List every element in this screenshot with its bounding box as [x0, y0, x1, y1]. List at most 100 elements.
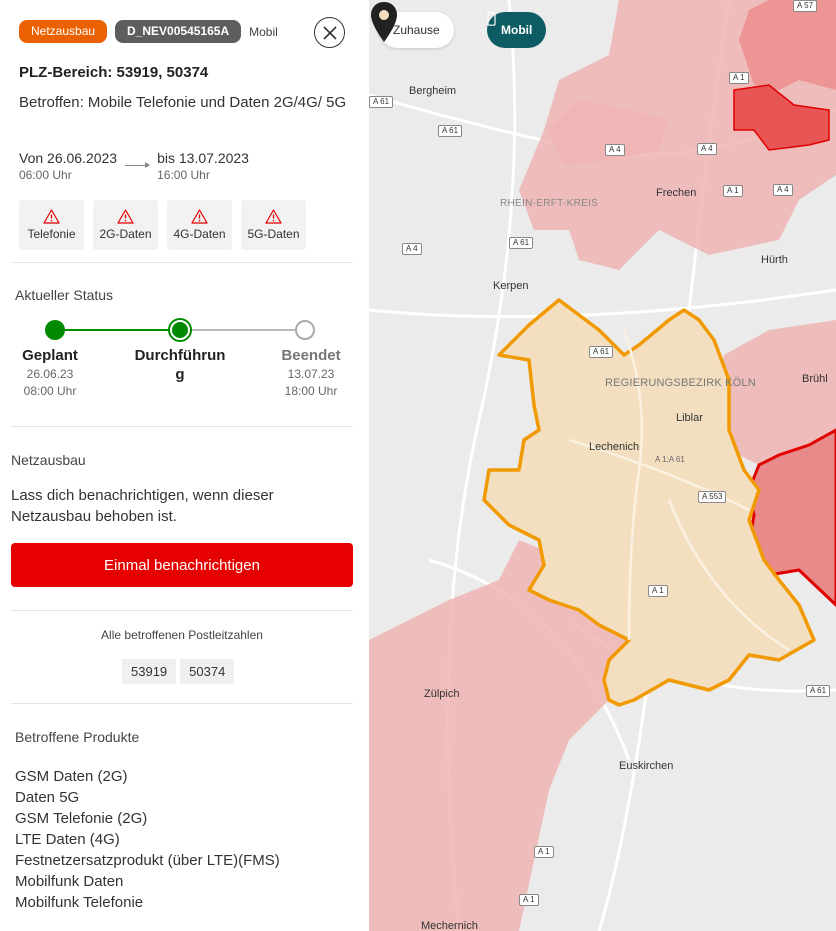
- service-tile-telefonie: Telefonie: [19, 200, 84, 250]
- divider: [11, 426, 353, 427]
- map-place-label: Brühl: [802, 373, 828, 385]
- notify-heading: Netzausbau: [11, 452, 86, 468]
- divider: [11, 610, 353, 611]
- header-row: Netzausbau D_NEV00545165A Mobil: [19, 20, 278, 43]
- toggle-home-label: Zuhause: [393, 23, 440, 37]
- warning-icon: [265, 209, 282, 224]
- map-region-label: REGIERUNGSBEZIRK KÖLN: [605, 377, 756, 389]
- step-date: 26.06.23: [26, 367, 74, 381]
- postcodes-heading: Alle betroffenen Postleitzahlen: [101, 628, 263, 642]
- road-sign: A 4: [773, 184, 793, 196]
- road-sign: A 61: [806, 685, 831, 697]
- end-date-value: bis 13.07.2023: [157, 150, 249, 166]
- notify-button[interactable]: Einmal benachrichtigen: [11, 543, 353, 587]
- map-place-label: Euskirchen: [619, 760, 674, 772]
- end-time-value: 16:00 Uhr: [157, 168, 210, 182]
- product-item: GSM Telefonie (2G): [15, 810, 148, 827]
- product-item: LTE Daten (4G): [15, 831, 120, 848]
- service-label: 5G-Daten: [247, 227, 300, 241]
- product-item: Festnetzersatzprodukt (über LTE)(FMS): [15, 852, 280, 869]
- postcode-list: 53919 50374: [122, 659, 235, 684]
- service-tiles: Telefonie 2G-Daten 4G-Daten 5G-Daten: [19, 200, 306, 250]
- product-item: Mobilfunk Daten: [15, 873, 124, 890]
- postcode-chip: 53919: [122, 659, 177, 684]
- step-time: 08:00 Uhr: [23, 384, 77, 398]
- warning-icon: [191, 209, 208, 224]
- road-sign: A 61: [369, 96, 394, 108]
- type-badge: Netzausbau: [19, 20, 108, 43]
- end-date: bis 13.07.2023 16:00 Uhr: [157, 150, 249, 182]
- road-sign: A 4: [402, 243, 422, 255]
- service-label: Telefonie: [27, 227, 76, 241]
- outage-area-east-strong[interactable]: [747, 428, 836, 608]
- notify-text: Lass dich benachrichtigen, wenn dieser N…: [11, 487, 274, 525]
- road-sign: A 4: [605, 144, 625, 156]
- service-tile-2g: 2G-Daten: [93, 200, 158, 250]
- location-pin-icon[interactable]: [369, 0, 399, 44]
- map-place-label: Bergheim: [409, 85, 457, 97]
- products-heading: Betroffene Produkte: [15, 729, 140, 745]
- outage-area-highlight[interactable]: [733, 84, 830, 151]
- product-item: Mobilfunk Telefonie: [15, 894, 144, 911]
- status-progress: Geplant 26.06.23 08:00 Uhr Durchführun g…: [19, 318, 349, 408]
- map-place-label: Kerpen: [493, 280, 529, 292]
- status-heading: Aktueller Status: [15, 287, 114, 303]
- step-time: 18:00 Uhr: [284, 384, 338, 398]
- close-icon: [322, 25, 337, 40]
- service-label: 2G-Daten: [99, 227, 152, 241]
- mode-label: Mobil: [249, 24, 278, 39]
- product-list: GSM Daten (2G) Daten 5G GSM Telefonie (2…: [15, 766, 280, 913]
- road-sign: A 1;A 61: [655, 455, 685, 464]
- step-name: Beendet: [281, 347, 341, 364]
- service-tile-5g: 5G-Daten: [241, 200, 306, 250]
- step-name: Geplant: [22, 347, 78, 364]
- step-date: 13.07.23: [287, 367, 335, 381]
- map-view[interactable]: Zuhause Mobil Bergheim Frechen RHEIN-ERF…: [369, 0, 836, 931]
- map-place-label: Zülpich: [424, 688, 460, 700]
- step-planned: Geplant 26.06.23 08:00 Uhr: [15, 346, 85, 399]
- date-range: Von 26.06.2023 06:00 Uhr bis 13.07.2023 …: [19, 150, 249, 182]
- outage-area-southwest[interactable]: [369, 540, 629, 931]
- id-badge: D_NEV00545165A: [115, 20, 242, 43]
- road-sign: A 1: [519, 894, 539, 906]
- map-place-label: Frechen: [656, 187, 697, 199]
- map-place-label: Mechernich: [421, 920, 478, 931]
- start-date-value: Von 26.06.2023: [19, 150, 118, 166]
- outage-area-north-strong[interactable]: [739, 0, 836, 90]
- road-sign: A 61: [438, 125, 463, 137]
- phone-icon: [487, 12, 496, 26]
- step-in-progress: Durchführun g: [130, 346, 230, 384]
- product-item: GSM Daten (2G): [15, 768, 128, 785]
- warning-icon: [43, 209, 60, 224]
- close-button[interactable]: [314, 17, 345, 48]
- road-sign: A 61: [589, 346, 614, 358]
- map-canvas[interactable]: [369, 0, 836, 931]
- toggle-mobil-button[interactable]: Mobil: [487, 12, 547, 48]
- arrow-right-icon: [125, 162, 151, 168]
- toggle-mobil-label: Mobil: [501, 23, 533, 37]
- road-sign: A 1: [723, 185, 743, 197]
- map-region-label: RHEIN-ERFT-KREIS: [500, 198, 599, 209]
- map-place-label: Liblar: [676, 412, 703, 424]
- start-time-value: 06:00 Uhr: [19, 168, 72, 182]
- step-dot-finished: [295, 320, 315, 340]
- outage-area-northwest[interactable]: [547, 100, 669, 165]
- progress-line-open: [180, 329, 305, 331]
- step-name: Durchführun g: [134, 347, 226, 383]
- start-date: Von 26.06.2023 06:00 Uhr: [19, 150, 117, 182]
- detail-panel: Netzausbau D_NEV00545165A Mobil PLZ-Bere…: [0, 0, 369, 931]
- product-item: Daten 5G: [15, 789, 80, 806]
- outage-area-east[interactable]: [714, 320, 836, 470]
- affected-services-text: Betroffen: Mobile Telefonie und Daten 2G…: [19, 94, 347, 111]
- postcode-chip: 50374: [180, 659, 235, 684]
- service-label: 4G-Daten: [173, 227, 226, 241]
- divider: [11, 703, 353, 704]
- step-dot-planned: [45, 320, 65, 340]
- road-sign: A 1: [534, 846, 554, 858]
- warning-icon: [117, 209, 134, 224]
- road-sign: A 1: [648, 585, 668, 597]
- step-dot-in-progress: [170, 320, 190, 340]
- road-sign: A 61: [509, 237, 534, 249]
- road-sign: A 57: [793, 0, 818, 12]
- map-place-label: Hürth: [761, 254, 788, 266]
